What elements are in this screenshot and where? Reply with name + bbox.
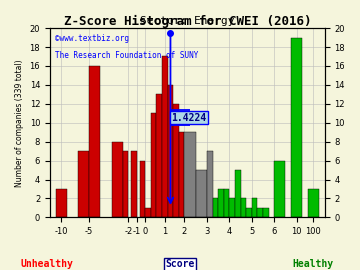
Bar [179, 132, 184, 217]
Bar [235, 170, 240, 217]
Bar [168, 85, 173, 217]
Y-axis label: Number of companies (339 total): Number of companies (339 total) [15, 59, 24, 187]
Text: Healthy: Healthy [293, 259, 334, 269]
Bar [224, 189, 229, 217]
Bar [246, 208, 252, 217]
Text: Unhealthy: Unhealthy [21, 259, 73, 269]
Bar [212, 198, 218, 217]
Bar [145, 208, 151, 217]
Bar [173, 104, 179, 217]
Bar [162, 56, 168, 217]
Text: ©www.textbiz.org: ©www.textbiz.org [55, 34, 129, 43]
Bar [291, 38, 302, 217]
Bar [112, 142, 123, 217]
Bar [151, 113, 157, 217]
Bar [55, 189, 67, 217]
Bar [89, 66, 100, 217]
Bar [207, 151, 212, 217]
Bar [140, 161, 145, 217]
Text: Sector: Energy: Sector: Energy [140, 16, 234, 26]
Text: Score: Score [165, 259, 195, 269]
Bar [218, 189, 224, 217]
Bar [157, 94, 162, 217]
Bar [229, 198, 235, 217]
Bar [184, 132, 196, 217]
Bar [123, 151, 129, 217]
Bar [240, 198, 246, 217]
Bar [196, 170, 207, 217]
Bar [252, 198, 257, 217]
Bar [257, 208, 263, 217]
Bar [131, 151, 137, 217]
Bar [263, 208, 269, 217]
Text: The Research Foundation of SUNY: The Research Foundation of SUNY [55, 51, 199, 60]
Bar [274, 161, 285, 217]
Title: Z-Score Histogram for CWEI (2016): Z-Score Histogram for CWEI (2016) [63, 15, 311, 28]
Text: 1.4224: 1.4224 [172, 113, 207, 123]
Bar [78, 151, 89, 217]
Bar [308, 189, 319, 217]
